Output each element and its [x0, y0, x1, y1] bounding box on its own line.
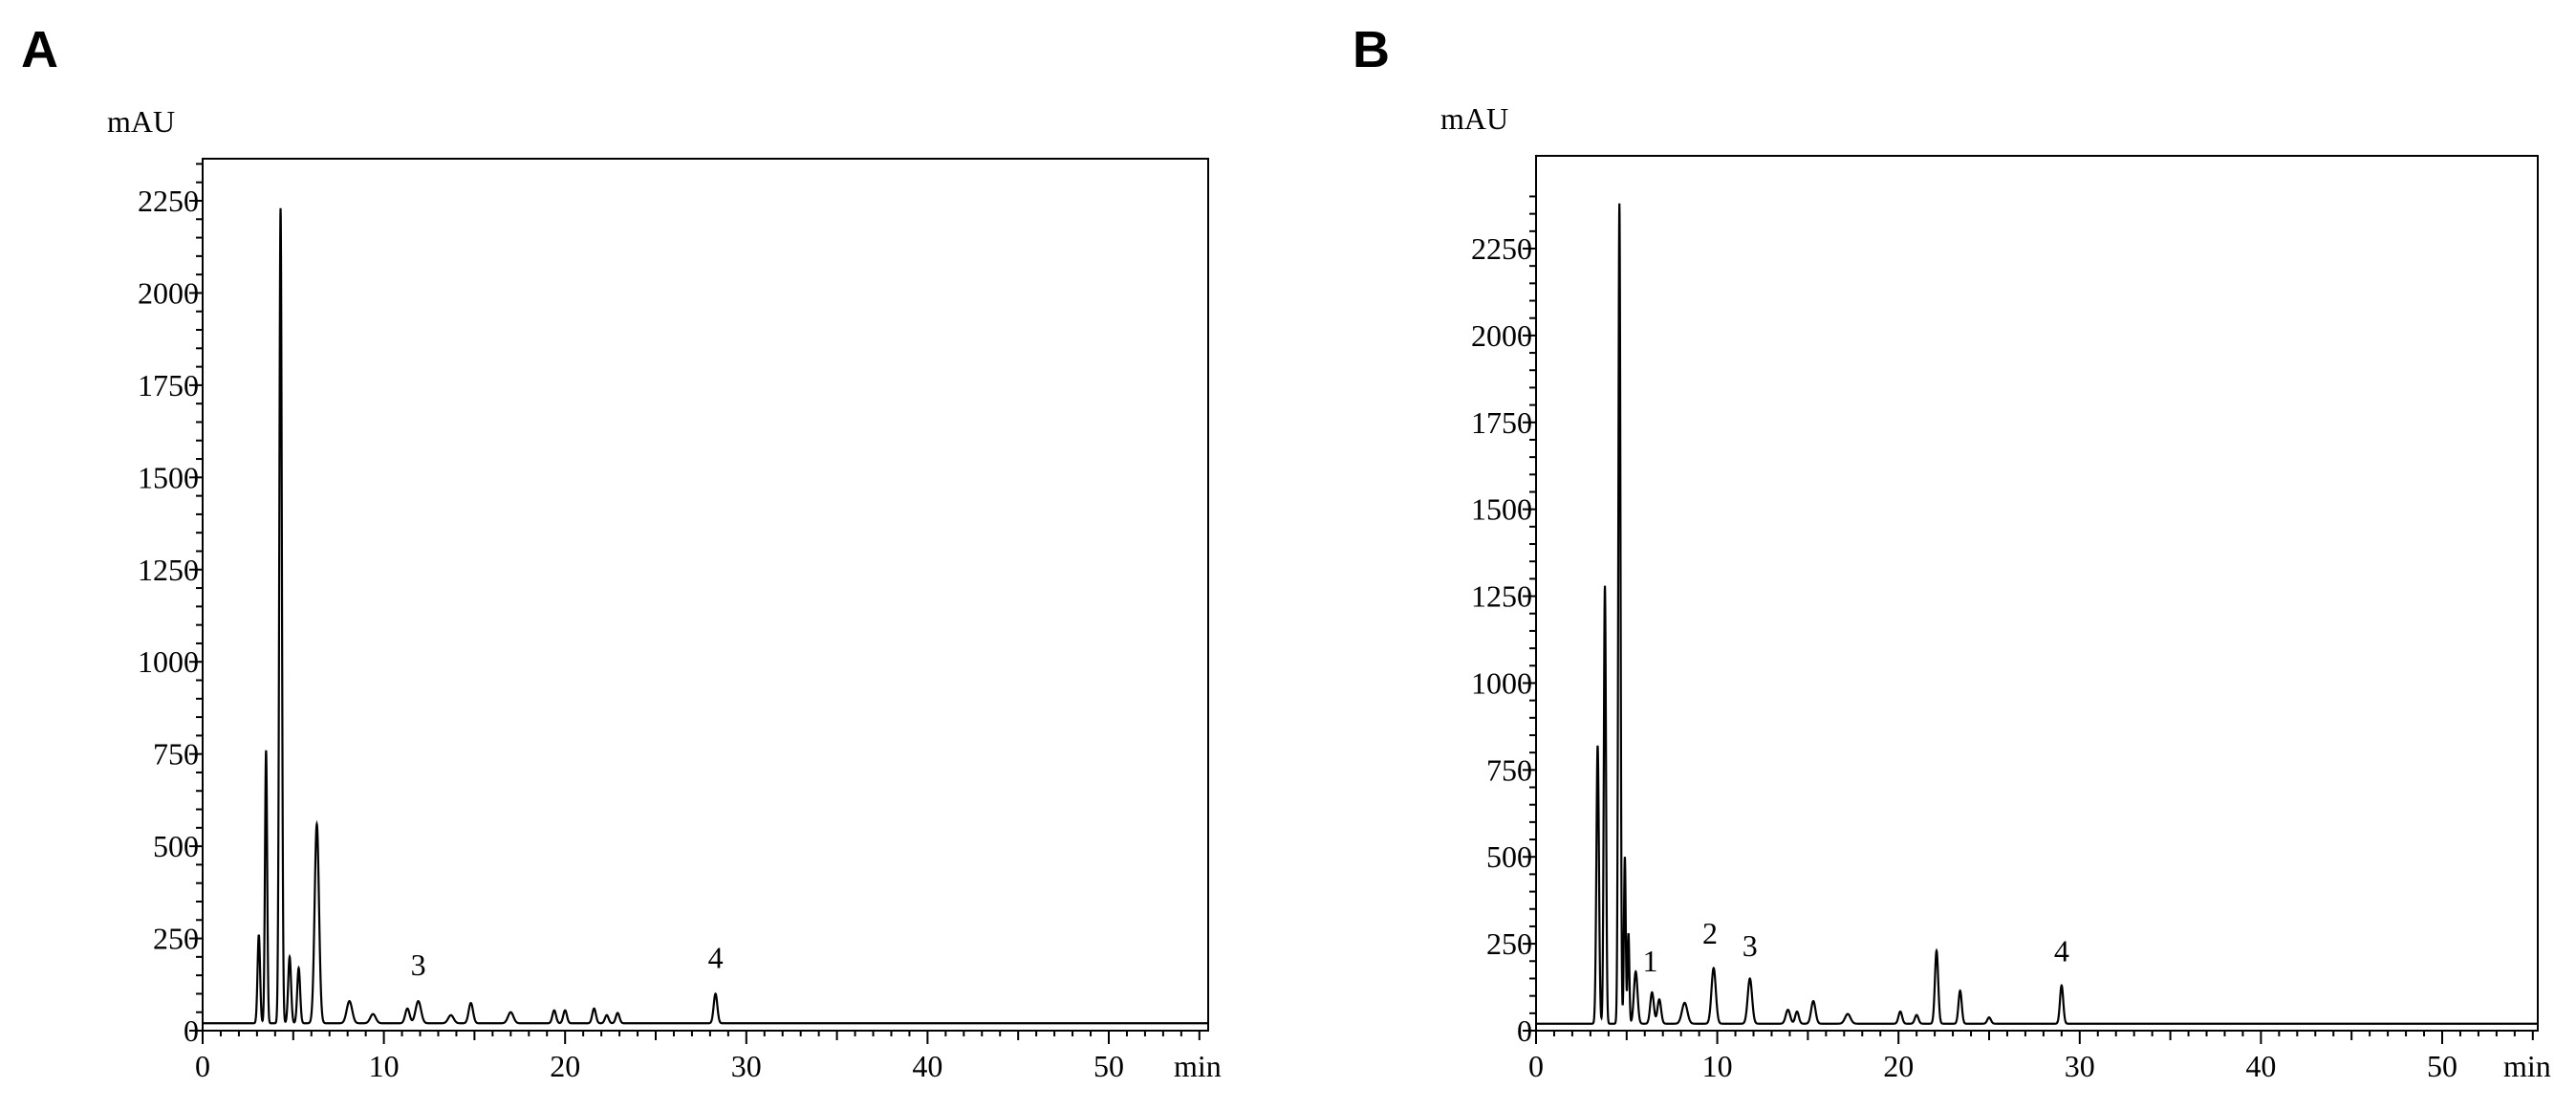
- y-tick-label-b: 0: [1517, 1013, 1532, 1048]
- y-tick-label-a: 1250: [138, 553, 199, 587]
- x-tick-label-b: 40: [2245, 1049, 2276, 1083]
- peak-label-b: 4: [2054, 933, 2069, 968]
- y-tick-label-b: 1750: [1471, 405, 1532, 440]
- y-tick-label-a: 0: [184, 1013, 199, 1048]
- peak-label-b: 3: [1743, 928, 1758, 963]
- x-tick-label-b: 20: [1883, 1049, 1914, 1083]
- y-axis-label-a: mAU: [107, 104, 175, 139]
- x-tick-label-b: 0: [1528, 1049, 1544, 1083]
- y-tick-label-b: 1000: [1471, 665, 1532, 700]
- x-tick-label-a: 10: [369, 1049, 400, 1083]
- x-tick-label-a: 30: [731, 1049, 762, 1083]
- y-tick-label-b: 750: [1486, 752, 1532, 787]
- y-tick-label-a: 2000: [138, 275, 199, 310]
- peak-label-b: 2: [1702, 916, 1718, 950]
- y-tick-label-b: 1250: [1471, 579, 1532, 614]
- y-tick-label-a: 750: [153, 737, 199, 772]
- plot-frame-b: [1535, 155, 2539, 1032]
- y-tick-label-a: 250: [153, 922, 199, 956]
- peak-label-a: 3: [411, 947, 426, 982]
- x-tick-label-b: 50: [2427, 1049, 2457, 1083]
- x-tick-label-a: 0: [195, 1049, 210, 1083]
- peak-label-b: 1: [1642, 944, 1657, 978]
- x-axis-label-b: min: [2503, 1049, 2551, 1083]
- x-tick-label-b: 30: [2065, 1049, 2095, 1083]
- x-tick-label-a: 50: [1093, 1049, 1124, 1083]
- x-axis-label-a: min: [1174, 1049, 1222, 1083]
- x-tick-label-b: 10: [1702, 1049, 1733, 1083]
- y-tick-label-a: 2250: [138, 184, 199, 218]
- y-tick-label-b: 1500: [1471, 492, 1532, 527]
- y-tick-label-b: 2250: [1471, 231, 1532, 266]
- chromatogram-trace-a: [203, 207, 1208, 1025]
- panel-b-letter: B: [1353, 21, 1390, 78]
- chart-a: 0 250 500 750 1000 1250 1500 1750 2000 2250 0 10 20 3…: [107, 104, 1222, 1083]
- y-axis-label-b: mAU: [1440, 101, 1508, 136]
- y-tick-label-a: 1750: [138, 368, 199, 403]
- y-tick-label-a: 500: [153, 829, 199, 863]
- plot-frame-a: [202, 158, 1209, 1032]
- chromatogram-trace-b: [1536, 203, 2538, 1025]
- y-tick-label-a: 1000: [138, 644, 199, 679]
- panel-a-letter: A: [21, 21, 58, 78]
- y-tick-label-b: 2000: [1471, 318, 1532, 353]
- x-tick-label-a: 20: [550, 1049, 580, 1083]
- peak-label-a: 4: [708, 940, 724, 974]
- y-tick-label-b: 500: [1486, 839, 1532, 874]
- y-tick-label-a: 1500: [138, 460, 199, 494]
- x-tick-label-a: 40: [912, 1049, 942, 1083]
- y-tick-label-b: 250: [1486, 926, 1532, 961]
